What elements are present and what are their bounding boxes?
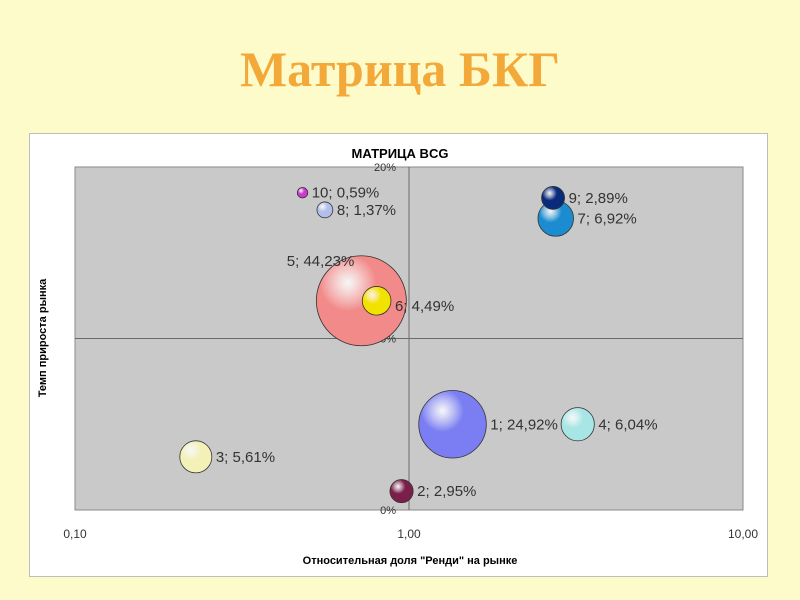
bubble-5 xyxy=(315,255,407,347)
bubble-label-8: 8; 1,37% xyxy=(337,202,396,219)
x-tick-label: 0,10 xyxy=(63,527,87,541)
slide-title: Матрица БКГ xyxy=(239,41,561,97)
y-tick-label: 0% xyxy=(380,505,396,517)
y-axis-label: Темп прироста рынка xyxy=(37,278,49,397)
bubble-label-5: 5; 44,23% xyxy=(287,253,355,270)
bubble-label-3: 3; 5,61% xyxy=(216,449,275,466)
bubble-label-4: 4; 6,04% xyxy=(598,416,657,433)
bubble-4 xyxy=(560,407,595,442)
bubble-3 xyxy=(179,440,213,474)
chart-title: МАТРИЦА BCG xyxy=(352,146,449,161)
bubble-8 xyxy=(316,201,334,219)
bubble-6 xyxy=(361,286,392,316)
bubble-label-7: 7; 6,92% xyxy=(578,210,637,227)
x-tick-label: 1,00 xyxy=(397,527,421,541)
bubble-label-2: 2; 2,95% xyxy=(417,483,476,500)
x-axis-label: Относительная доля "Ренди" на рынке xyxy=(303,555,518,567)
x-tick-label: 10,00 xyxy=(728,527,758,541)
bubble-label-10: 10; 0,59% xyxy=(312,185,380,202)
bubble-2 xyxy=(389,479,414,504)
y-tick-label: 20% xyxy=(374,162,396,174)
bubble-label-9: 9; 2,89% xyxy=(569,190,628,207)
bubble-10 xyxy=(296,187,309,199)
bubble-label-6: 6; 4,49% xyxy=(395,298,454,315)
bubble-1 xyxy=(418,390,487,459)
bubble-label-1: 1; 24,92% xyxy=(490,416,558,433)
bubble-9 xyxy=(541,185,565,210)
